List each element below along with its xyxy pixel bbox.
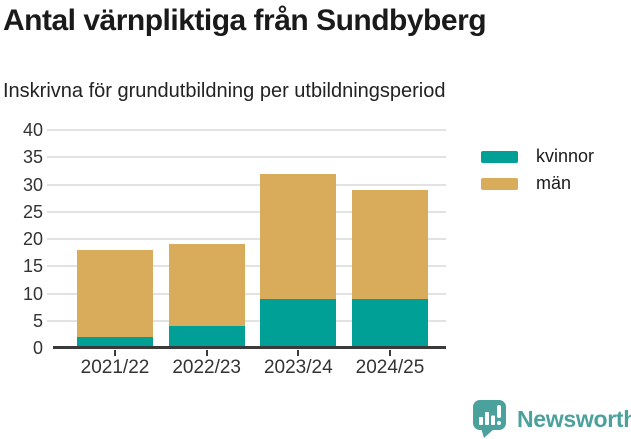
bar-segment-män-2021/22 [77, 249, 153, 338]
legend-swatch-kvinnor [481, 150, 518, 163]
y-tick-label: 35 [22, 147, 43, 168]
bar-segment-män-2023/24 [260, 173, 337, 299]
gridline [47, 319, 446, 322]
x-tick-label: 2022/23 [172, 357, 241, 378]
legend-item-män: män [481, 173, 594, 194]
y-tick-label: 20 [22, 229, 43, 249]
y-tick-label: 15 [22, 256, 43, 277]
bar-segment-kvinnor-2024/25 [351, 298, 428, 348]
gridline [47, 156, 446, 159]
gridline [47, 129, 446, 131]
x-tick-label: 2024/25 [355, 357, 425, 378]
gridline [47, 183, 446, 186]
bar-segment-kvinnor-2021/22 [77, 337, 153, 348]
legend-label: män [536, 173, 572, 193]
legend: kvinnor män [481, 146, 594, 194]
plot-area [47, 129, 446, 356]
chart-subtitle: Inskrivna för grundutbildning per utbild… [3, 80, 446, 102]
chart-title: Antal värnpliktiga från Sundbyberg [3, 4, 487, 37]
gridline [47, 265, 446, 268]
y-tick-label: 5 [32, 310, 43, 331]
newsworthy-wordmark: Newsworthy [517, 406, 631, 432]
x-tick [388, 350, 391, 356]
legend-swatch-män [481, 177, 518, 190]
legend-label: kvinnor [536, 146, 595, 166]
y-axis-labels: 0 5 10 15 20 25 30 35 40 [0, 120, 44, 358]
legend-item-kvinnor: kvinnor [481, 146, 594, 167]
x-axis-line [53, 346, 446, 349]
newsworthy-icon [473, 400, 506, 438]
y-tick-label: 40 [22, 120, 43, 140]
y-tick-label: 0 [32, 338, 43, 358]
y-tick-label: 30 [22, 174, 43, 195]
bar-segment-kvinnor-2022/23 [168, 326, 245, 348]
gridline [47, 210, 446, 213]
x-tick-label: 2021/22 [80, 357, 150, 378]
x-tick-label: 2023/24 [263, 357, 333, 378]
x-tick [205, 350, 208, 356]
newsworthy-logo[interactable]: Newsworthy [472, 399, 631, 439]
x-tick [114, 350, 116, 356]
y-tick-label: 25 [22, 201, 43, 222]
x-tick [297, 350, 300, 356]
bar-segment-män-2022/23 [168, 244, 245, 327]
bar-segment-män-2024/25 [351, 189, 428, 299]
x-axis-labels: 2021/22 2022/23 2023/24 2024/25 [0, 357, 631, 383]
gridline [47, 238, 446, 240]
bar-segment-kvinnor-2023/24 [260, 298, 337, 348]
gridline [47, 292, 446, 295]
y-tick-label: 10 [22, 283, 43, 304]
